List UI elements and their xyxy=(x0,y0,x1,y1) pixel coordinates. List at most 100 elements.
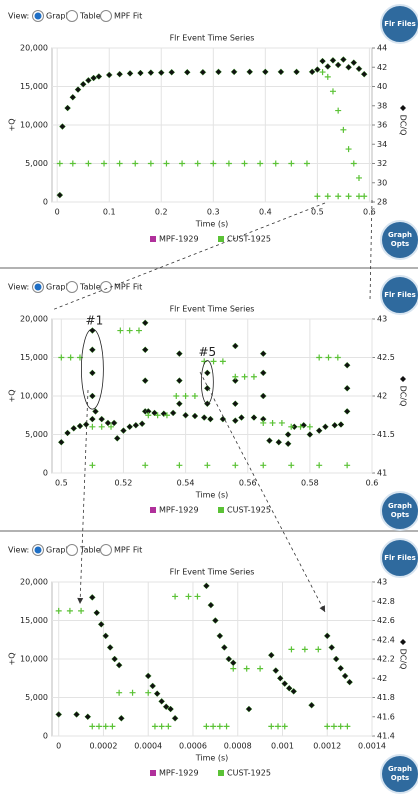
y2-tick-label: 38 xyxy=(377,101,387,110)
x-tick-label: 0 xyxy=(55,208,60,217)
point xyxy=(340,56,347,63)
radio-button[interactable] xyxy=(66,281,78,293)
point xyxy=(85,76,92,84)
zoom-connector xyxy=(51,202,326,311)
point xyxy=(316,462,323,469)
point xyxy=(89,423,96,430)
point xyxy=(343,384,351,392)
point xyxy=(230,68,238,76)
point xyxy=(126,327,133,334)
round-button-label[interactable]: Flr Files xyxy=(384,553,416,562)
point xyxy=(160,410,168,418)
point xyxy=(269,419,276,426)
point xyxy=(64,429,71,437)
radio-dot xyxy=(34,12,42,20)
y2-tick-label: 42.2 xyxy=(377,655,395,664)
x-axis-title: Time (s) xyxy=(195,220,229,229)
round-button[interactable] xyxy=(380,4,418,44)
point xyxy=(231,377,239,384)
point xyxy=(199,68,207,76)
point xyxy=(322,423,329,431)
round-button[interactable] xyxy=(380,220,418,260)
point xyxy=(204,462,211,469)
y-tick-label: 5,000 xyxy=(25,693,48,702)
annotation-ellipse xyxy=(80,328,104,410)
point xyxy=(157,69,165,76)
radio-button[interactable] xyxy=(66,544,78,556)
y2-tick-label: 30 xyxy=(377,178,387,187)
point xyxy=(232,462,239,469)
annotation-label: #1 xyxy=(86,314,104,328)
radio-label: Graph xyxy=(46,12,71,21)
y2-tick-label: 36 xyxy=(377,121,387,130)
point xyxy=(343,361,351,369)
point xyxy=(337,664,345,672)
point xyxy=(89,369,96,377)
point xyxy=(344,723,351,730)
point xyxy=(132,421,140,429)
point xyxy=(101,160,108,167)
x-tick-label: 0.001 xyxy=(271,742,294,751)
point xyxy=(308,701,315,709)
y2-tick-label: 34 xyxy=(377,140,387,149)
legend-label: MPF-1929 xyxy=(159,769,199,778)
point xyxy=(95,73,103,80)
point xyxy=(297,423,304,430)
point xyxy=(232,373,239,380)
point xyxy=(215,68,222,76)
round-button[interactable] xyxy=(380,275,418,315)
point xyxy=(79,80,87,88)
point xyxy=(132,160,139,167)
round-button-label[interactable]: Graph Opts xyxy=(388,231,412,248)
round-button[interactable] xyxy=(380,538,418,578)
point xyxy=(207,415,214,423)
radio-button[interactable] xyxy=(100,10,112,22)
point xyxy=(216,723,223,730)
x-tick-label: 0.58 xyxy=(301,479,319,488)
point xyxy=(64,104,71,112)
point xyxy=(315,646,322,653)
point xyxy=(84,713,92,721)
point xyxy=(56,191,64,199)
round-button-label[interactable]: Flr Files xyxy=(384,290,416,299)
x-tick-label: 0.6 xyxy=(363,208,376,217)
point xyxy=(137,69,144,77)
point xyxy=(231,417,239,424)
y2-tick-label: 28 xyxy=(377,198,387,207)
point xyxy=(145,689,152,696)
point xyxy=(55,607,62,614)
point xyxy=(158,697,166,705)
point xyxy=(319,57,326,65)
point xyxy=(176,462,183,469)
y-tick-label: 10,000 xyxy=(20,392,48,401)
point xyxy=(345,146,352,153)
round-button-label[interactable]: Flr Files xyxy=(384,19,416,28)
point xyxy=(260,419,267,426)
round-button-label[interactable]: Graph Opts xyxy=(388,765,412,782)
round-button[interactable] xyxy=(380,491,418,531)
legend-label: MPF-1929 xyxy=(159,506,199,515)
point xyxy=(230,665,237,672)
point xyxy=(275,723,282,730)
point xyxy=(284,431,292,438)
round-button-label[interactable]: Graph Opts xyxy=(388,502,412,519)
point xyxy=(58,354,65,361)
legend-label: CUST-1925 xyxy=(227,769,271,778)
y-tick-label: 0 xyxy=(43,469,48,478)
round-button[interactable] xyxy=(380,754,418,794)
point xyxy=(308,68,316,76)
radio-button[interactable] xyxy=(100,544,112,556)
point xyxy=(173,393,180,399)
y2-axis-marker xyxy=(400,105,406,111)
point xyxy=(194,160,201,167)
radio-button[interactable] xyxy=(66,10,78,22)
point xyxy=(182,411,189,419)
point xyxy=(324,193,331,200)
x-tick-label: 0.5 xyxy=(55,479,68,488)
point xyxy=(340,126,347,133)
point xyxy=(238,414,245,421)
point xyxy=(314,66,321,73)
view-label: View: xyxy=(8,283,29,292)
point xyxy=(168,68,176,76)
y2-tick-label: 44 xyxy=(377,44,387,53)
